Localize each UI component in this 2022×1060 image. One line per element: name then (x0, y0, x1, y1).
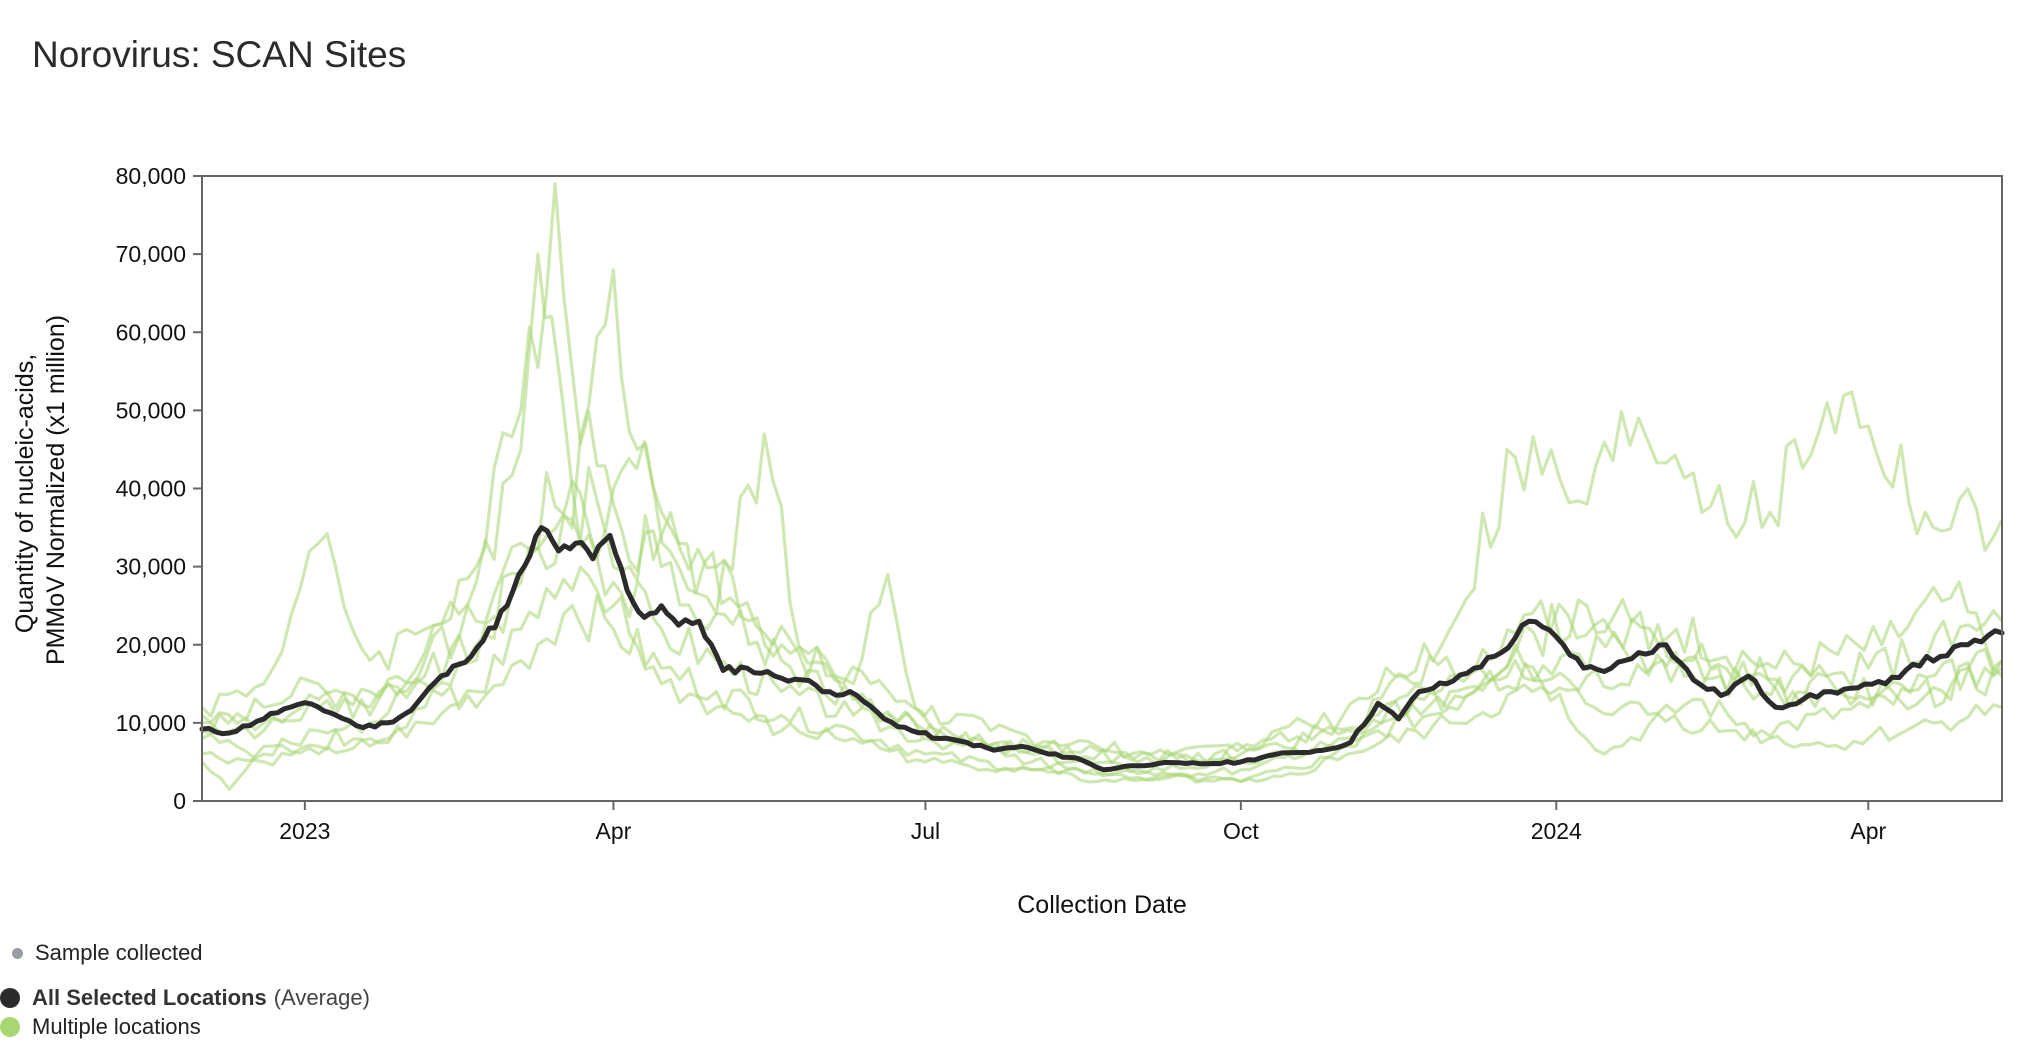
location-series-line[interactable] (200, 440, 2004, 761)
location-series-line[interactable] (200, 182, 2004, 765)
x-tick-label: 2024 (1531, 818, 1582, 844)
y-axis-label: Quantity of nucleic-acids, PMMoV Normali… (11, 315, 70, 665)
y-tick-label: 50,000 (116, 397, 186, 423)
y-tick-label: 80,000 (116, 163, 186, 189)
legend-sample-label: Sample collected (35, 940, 203, 965)
location-series-line[interactable] (201, 471, 2004, 764)
sample-dot-icon (12, 947, 23, 959)
x-tick-label: Jul (911, 818, 940, 844)
y-tick-label: 70,000 (116, 241, 186, 267)
legend-locations-label: Multiple locations (32, 1014, 201, 1039)
y-tick-label: 30,000 (116, 554, 186, 580)
y-axis: 0 10,000 20,000 30,000 40,000 50,000 60,000 70,… (116, 163, 202, 814)
x-tick-label: Apr (1850, 818, 1886, 844)
average-dot-icon (0, 988, 20, 1008)
legend-average-suffix: (Average) (273, 985, 370, 1010)
y-tick-label: 10,000 (116, 710, 186, 736)
location-series-line[interactable] (200, 565, 2003, 791)
x-tick-label: Oct (1223, 818, 1259, 844)
legend-item-average[interactable]: All Selected Locations (Average) (0, 985, 370, 1011)
x-tick-label: 2023 (279, 818, 330, 844)
plot-frame (201, 175, 2003, 802)
y-axis-label-line-2: PMMoV Normalized (x1 million) (42, 315, 70, 665)
chart-title: Norovirus: SCAN Sites (32, 34, 407, 75)
y-tick-label: 0 (173, 788, 186, 814)
x-tick-label: Apr (596, 818, 632, 844)
series-lines (199, 182, 2005, 791)
legend-item-sample: Sample collected (12, 940, 203, 966)
x-axis-label: Collection Date (1017, 891, 1187, 919)
location-series-line[interactable] (201, 252, 2004, 775)
legend-average-label: All Selected Locations (32, 985, 267, 1010)
y-tick-label: 40,000 (116, 476, 186, 502)
y-tick-label: 20,000 (116, 632, 186, 658)
y-axis-label-line-1: Quantity of nucleic-acids, (11, 354, 39, 633)
location-series-line[interactable] (201, 593, 2004, 784)
y-tick-label: 60,000 (116, 319, 186, 345)
legend-item-locations[interactable]: Multiple locations (0, 1014, 201, 1040)
x-axis: 2023 Apr Jul Oct 2024 Apr (279, 801, 1887, 844)
location-dot-icon (0, 1017, 20, 1037)
average-series-line[interactable] (199, 525, 2005, 773)
